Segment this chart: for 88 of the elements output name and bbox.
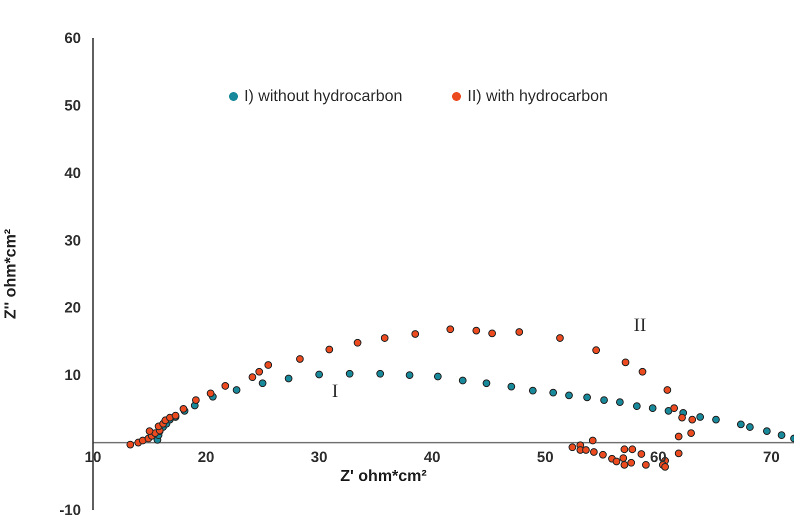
point <box>515 328 524 336</box>
legend-label: II) with hydrocarbon <box>467 88 608 105</box>
y-tick-label: 10 <box>64 367 81 384</box>
point <box>488 329 496 338</box>
point <box>632 402 641 410</box>
point <box>146 427 154 435</box>
point <box>642 460 650 469</box>
point <box>674 432 683 440</box>
point <box>411 330 420 338</box>
y-tick-label: 40 <box>64 164 81 182</box>
point <box>458 376 467 384</box>
point <box>762 427 771 435</box>
point <box>325 346 334 354</box>
point <box>616 398 624 406</box>
y-tick-label: 50 <box>64 97 81 114</box>
point <box>696 413 704 421</box>
point <box>746 423 754 431</box>
point <box>619 454 628 462</box>
point <box>315 370 324 378</box>
point <box>612 458 620 466</box>
y-tick-label: 20 <box>64 300 81 317</box>
x-tick-label: 20 <box>198 449 214 466</box>
point <box>663 386 672 394</box>
point <box>549 388 558 397</box>
point <box>126 440 134 448</box>
point <box>255 368 264 376</box>
point <box>482 379 490 388</box>
annotation: II <box>634 315 646 337</box>
point <box>622 358 630 366</box>
x-tick-label: 70 <box>763 449 780 466</box>
point <box>472 326 480 335</box>
point <box>599 450 607 459</box>
point <box>380 334 389 342</box>
point <box>565 391 573 400</box>
point <box>620 460 628 469</box>
point <box>507 382 516 390</box>
point <box>687 429 695 438</box>
point <box>528 386 537 395</box>
y-tick-label: -10 <box>59 502 81 515</box>
point <box>446 325 454 334</box>
point <box>600 396 608 404</box>
point <box>284 374 292 382</box>
point <box>376 370 384 378</box>
point <box>736 420 745 428</box>
point <box>258 379 266 388</box>
point <box>248 373 256 382</box>
point <box>232 386 240 394</box>
legend-label: I) without hydrocarbon <box>244 88 402 105</box>
point <box>583 394 591 402</box>
point <box>637 450 646 458</box>
point <box>582 446 590 454</box>
point <box>346 370 354 378</box>
point <box>628 445 636 454</box>
y-tick-label: 30 <box>64 232 81 250</box>
point <box>206 389 214 398</box>
point <box>192 396 200 404</box>
point <box>221 382 230 390</box>
y-axis-title: Z'' ohm*cm² <box>2 228 20 320</box>
point <box>664 407 672 415</box>
point <box>296 355 304 363</box>
point <box>568 443 576 452</box>
point <box>406 371 414 380</box>
x-tick-label: 60 <box>650 449 667 466</box>
point <box>678 414 686 422</box>
point <box>648 404 657 412</box>
point <box>670 404 678 412</box>
point <box>712 416 720 424</box>
point <box>556 334 564 342</box>
point <box>590 448 598 456</box>
x-tick-label: 40 <box>424 449 441 466</box>
point <box>638 368 646 376</box>
point <box>354 338 362 347</box>
x-axis-title: Z' ohm*cm² <box>339 468 428 486</box>
x-tick-label: 50 <box>536 449 554 466</box>
point <box>592 346 600 354</box>
point <box>620 445 628 454</box>
point <box>180 404 188 413</box>
point <box>434 372 442 380</box>
annotation: I <box>332 381 338 403</box>
point <box>627 458 636 467</box>
point <box>674 449 683 458</box>
point <box>588 436 597 444</box>
point <box>778 431 786 440</box>
point <box>264 361 272 369</box>
x-tick-label: 30 <box>310 449 328 466</box>
y-tick-label: 60 <box>64 30 81 47</box>
point <box>661 462 669 471</box>
point <box>688 416 696 424</box>
